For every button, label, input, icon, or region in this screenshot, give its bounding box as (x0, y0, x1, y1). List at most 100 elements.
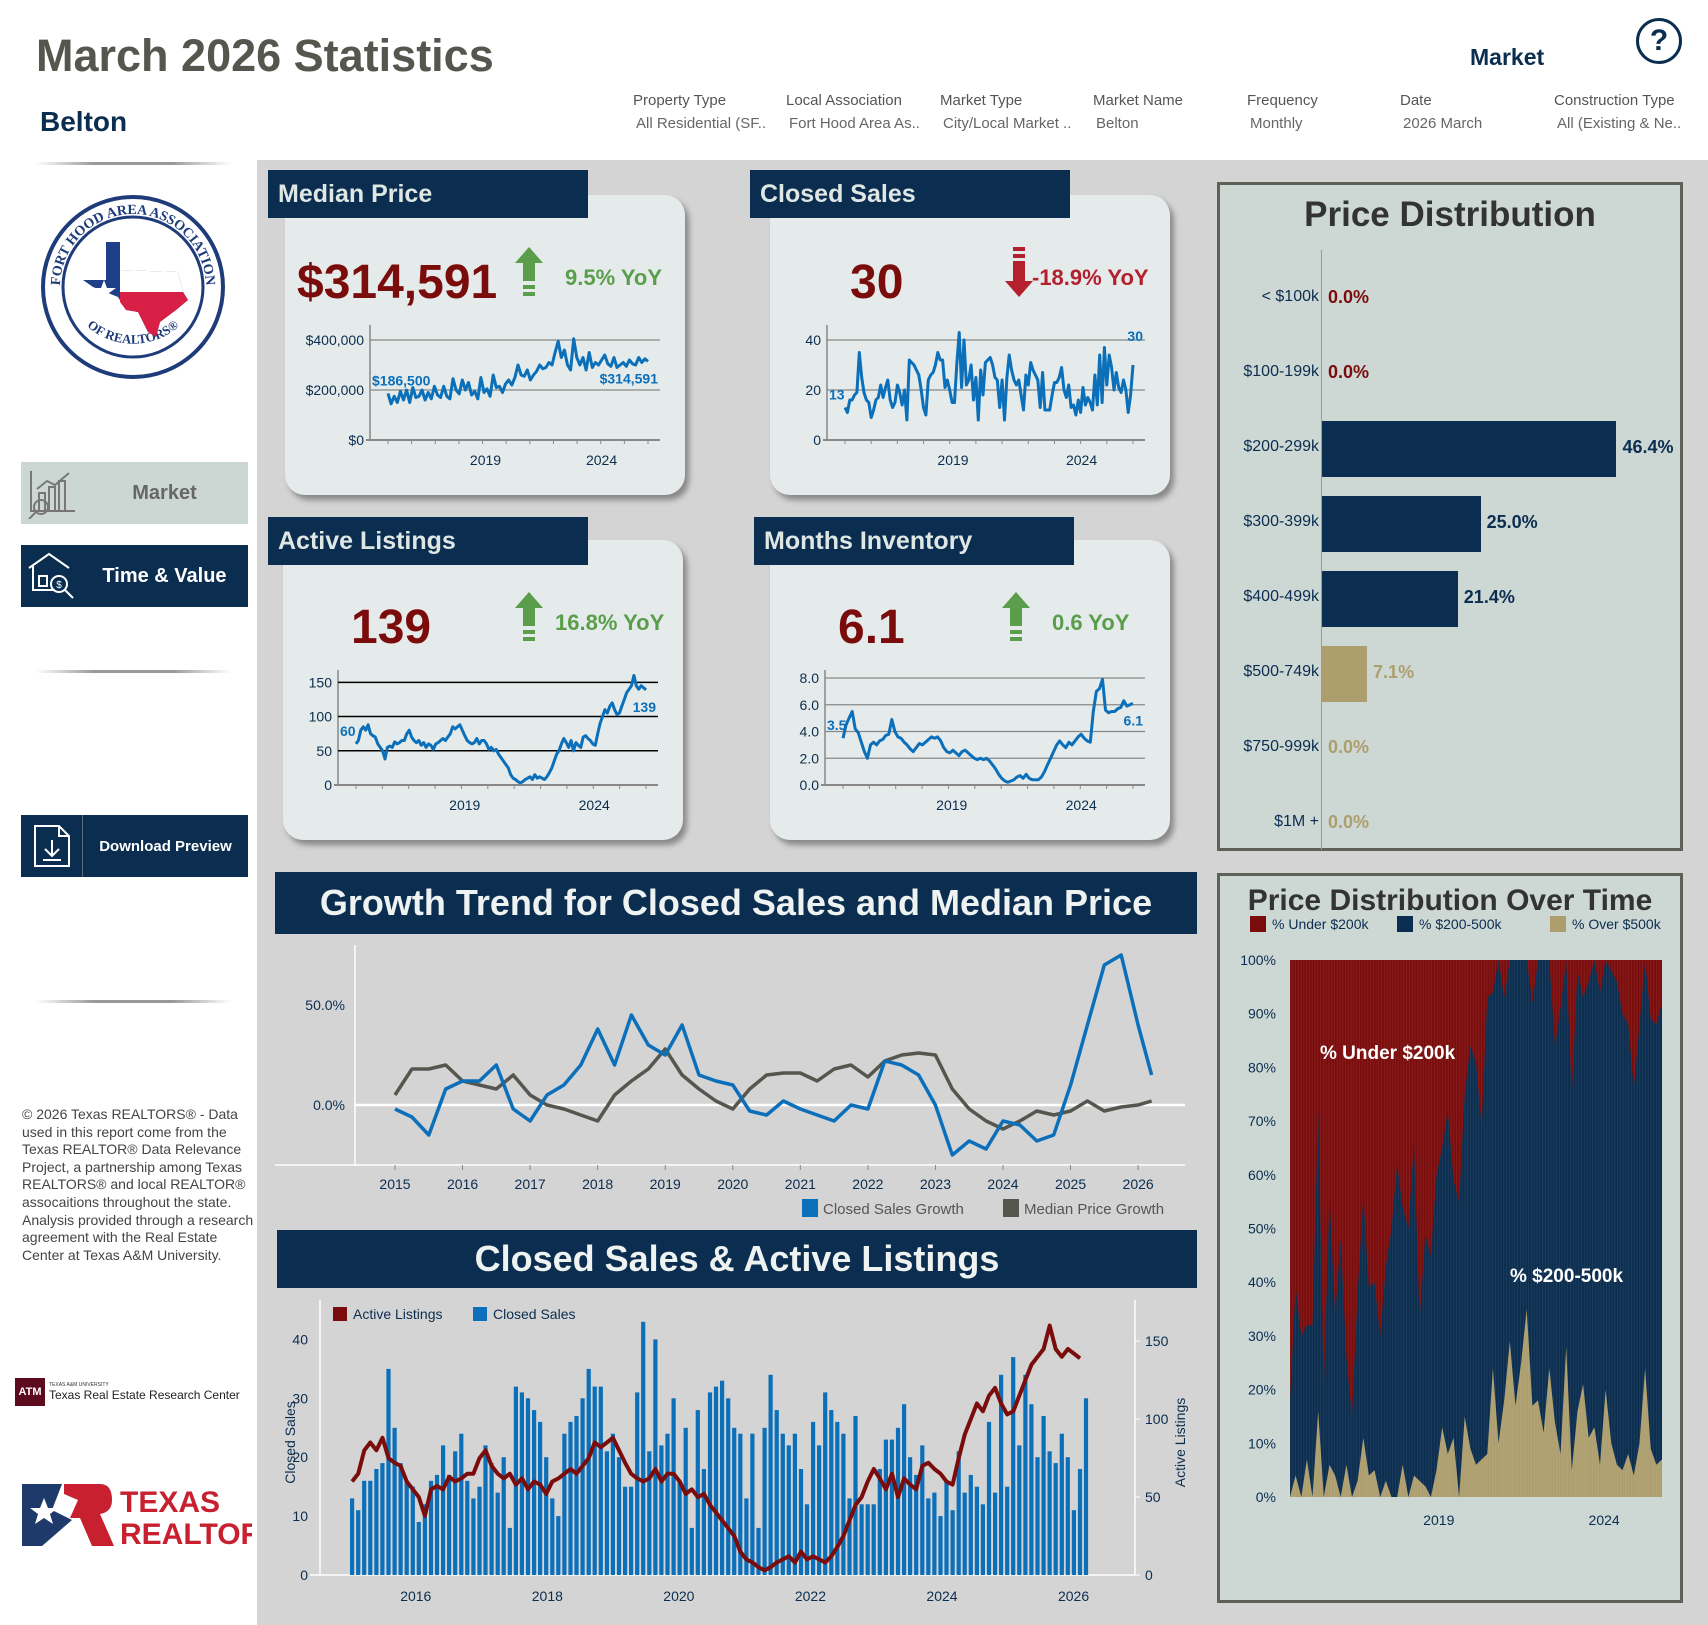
price-over-time-title: Price Distribution Over Time (1247, 884, 1653, 917)
arrow-up-icon (515, 592, 543, 641)
arrow-dash (523, 292, 535, 296)
filter-construction-type[interactable]: Construction Type All (Existing & Ne.. (1554, 92, 1704, 132)
legend-swatch-closed-sales (802, 1199, 818, 1217)
series-line (841, 677, 1134, 784)
median-price-sparkline: $400,000 $200,000 $0 2019 2024 $186,500 $314,5… (306, 325, 660, 468)
closed-sales-bar (835, 1421, 840, 1575)
filter-property-type[interactable]: Property Type All Residential (SF.. (633, 92, 783, 132)
y-tick-label: 0 (324, 777, 332, 793)
growth-trend-title: Growth Trend for Closed Sales and Median… (275, 872, 1197, 934)
closed-sales-bar (665, 1433, 670, 1575)
closed-sales-bar (610, 1433, 615, 1575)
y-tick-label: 4.0 (800, 724, 820, 740)
x-tick-label: 2024 (1066, 797, 1097, 813)
download-preview-button[interactable]: Download Preview (21, 815, 248, 877)
arrow-down-icon (1005, 247, 1033, 297)
closed-sales-bar (841, 1433, 846, 1575)
x-tick-label: 2019 (470, 452, 501, 468)
x-tick-label: 2020 (663, 1588, 694, 1604)
growth-trend-chart: 50.0% 0.0% 2015 2016 2017 2018 2019 2020 2021 202… (275, 935, 1197, 1225)
active-listings-sparkline: 150 100 50 0 2019 2024 60 139 (309, 670, 658, 813)
price-bucket-value: 25.0% (1486, 512, 1538, 532)
x-tick-label: 2026 (1123, 1176, 1154, 1192)
tamu-small-text: TEXAS A&M UNIVERSITY (49, 1382, 109, 1388)
closed-sales-bar (544, 1457, 549, 1575)
filter-frequency[interactable]: Frequency Monthly (1247, 92, 1397, 132)
closed-sales-bar (999, 1374, 1004, 1575)
area-200-500k (1290, 960, 1662, 1497)
chart-background (275, 935, 1197, 1225)
price-bucket-value: 46.4% (1622, 437, 1674, 457)
closed-sales-bar (350, 1498, 355, 1575)
x-tick-label: 2017 (515, 1176, 546, 1192)
months-inventory-value: 6.1 (838, 601, 905, 654)
closed-sales-bar (410, 1486, 415, 1575)
closed-sales-bar (1053, 1463, 1058, 1575)
y-left-tick-label: 20 (292, 1449, 308, 1465)
arrow-shape (1002, 592, 1030, 626)
closed-sales-bar (920, 1445, 925, 1575)
y-tick-label: 0 (813, 432, 821, 448)
closed-sales-bar (519, 1392, 524, 1575)
closed-sales-title: Closed Sales (750, 170, 1070, 218)
filter-market-name[interactable]: Market Name Belton (1093, 92, 1243, 132)
nav-market-button[interactable]: Market (21, 462, 248, 524)
price-bucket-value: 21.4% (1463, 587, 1515, 607)
closed-sales-bar (635, 1392, 640, 1575)
chart-magnifier-icon (21, 462, 81, 524)
closed-sales-bar (1023, 1374, 1028, 1575)
download-preview-label: Download Preview (99, 837, 232, 855)
closed-sales-bar (671, 1398, 676, 1575)
legend-label: % Under $200k (1272, 916, 1370, 932)
price-bucket-value: 0.0% (1328, 287, 1370, 307)
closed-sales-bar (732, 1427, 737, 1575)
active-listings-value: 139 (351, 601, 432, 654)
y-tick-label: 6.0 (800, 697, 820, 713)
closed-sales-bar (932, 1492, 937, 1575)
start-value-label: 13 (829, 387, 845, 403)
legend-swatch (1250, 916, 1266, 932)
y-tick-label: 20% (1248, 1382, 1276, 1398)
question-circle-icon[interactable]: ? (1636, 18, 1682, 64)
filter-value: City/Local Market .. (943, 115, 1072, 132)
x-tick-label: 2022 (852, 1176, 883, 1192)
y-right-axis-title: Active Listings (1172, 1398, 1188, 1487)
nav-time-value-button[interactable]: $ Time & Value (21, 545, 248, 607)
closed-sales-bar (792, 1433, 797, 1575)
closed-sales-bar (1077, 1469, 1083, 1575)
closed-sales-bar (416, 1522, 421, 1575)
closed-sales-value: 30 (850, 256, 904, 309)
arrow-shape (515, 247, 543, 281)
closed-sales-bar (580, 1398, 585, 1575)
closed-sales-bar (392, 1427, 397, 1575)
closed-sales-bar (944, 1480, 949, 1575)
filter-local-association[interactable]: Local Association Fort Hood Area As.. (786, 92, 936, 132)
arrow-dash (523, 630, 535, 634)
active-listings-card (283, 540, 683, 840)
y-tick-label: 90% (1248, 1006, 1276, 1022)
filter-date[interactable]: Date 2026 March (1400, 92, 1550, 132)
legend-swatch (1397, 916, 1413, 932)
price-over-time-panel: Price Distribution Over Time % Under $20… (1217, 873, 1683, 1603)
price-bucket-bar (1322, 496, 1481, 552)
x-tick-label: 2024 (926, 1588, 957, 1604)
x-tick-label: 2019 (449, 797, 480, 813)
closed-sales-bar (956, 1451, 961, 1575)
closed-sales-bar (538, 1421, 543, 1575)
y-tick-label: 0.0% (313, 1097, 345, 1113)
legend-label: % Over $500k (1572, 916, 1662, 932)
filter-value: Belton (1096, 115, 1139, 132)
closed-sales-bar (889, 1439, 894, 1575)
filter-market-type[interactable]: Market Type City/Local Market .. (940, 92, 1090, 132)
x-tick-label: 2021 (785, 1176, 816, 1192)
closed-sales-bar (811, 1421, 816, 1575)
closed-sales-bar (356, 1510, 361, 1575)
closed-sales-bar (1017, 1445, 1022, 1575)
closed-sales-bar (477, 1486, 482, 1575)
filter-value: Fort Hood Area As.. (789, 115, 920, 132)
x-tick-label: 2024 (987, 1176, 1018, 1192)
closed-sales-bar (986, 1421, 992, 1575)
area-over-500k (1290, 1309, 1662, 1497)
y-tick-label: 70% (1248, 1113, 1276, 1129)
